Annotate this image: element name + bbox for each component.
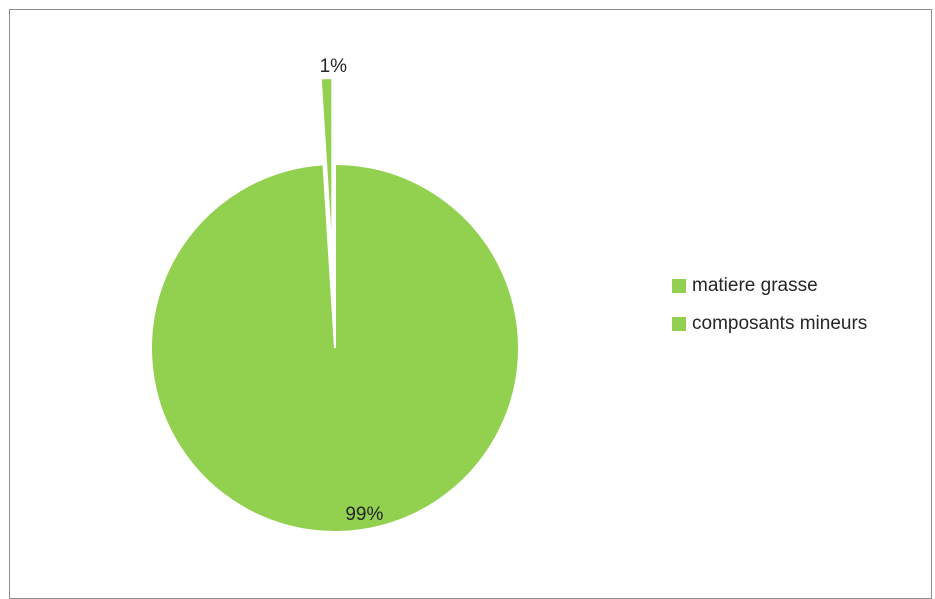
data-label-matiere-grasse: 99% [345, 504, 383, 525]
legend-swatch-matiere-grasse [672, 279, 686, 293]
pie-slice-matiere-grasse [150, 162, 520, 533]
legend-item-matiere-grasse: matiere grasse [672, 274, 867, 298]
legend-label-matiere-grasse: matiere grasse [692, 275, 818, 296]
legend-swatch-composants-mineurs [672, 317, 686, 331]
legend-label-composants-mineurs: composants mineurs [692, 313, 868, 334]
data-label-composants-mineurs: 1% [320, 56, 348, 77]
legend: matiere grasse composants mineurs [672, 274, 867, 350]
legend-item-composants-mineurs: composants mineurs [672, 312, 867, 336]
pie-slice-composants-mineurs [319, 77, 334, 263]
